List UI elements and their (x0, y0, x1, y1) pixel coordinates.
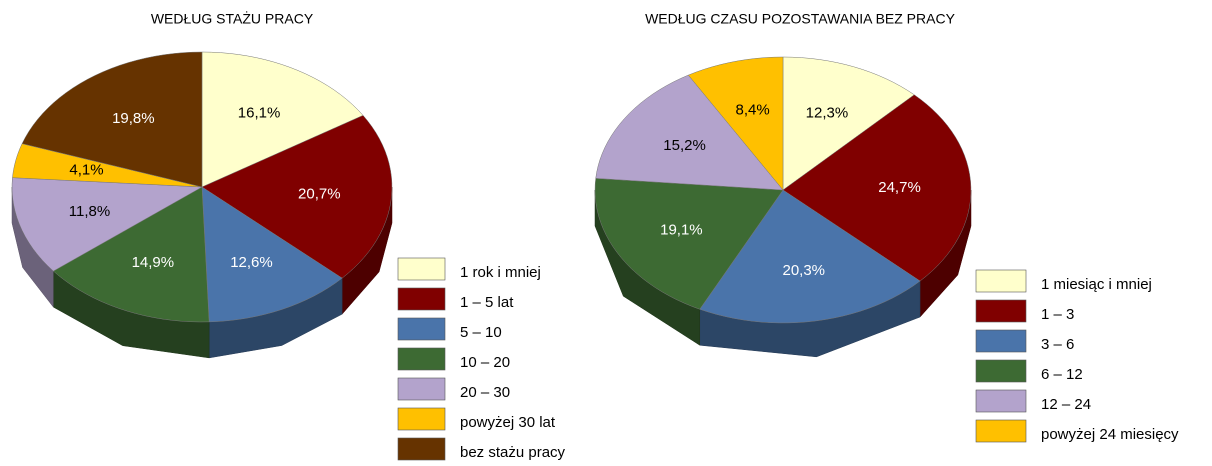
legend-swatch (975, 389, 1027, 413)
legend-label: 20 – 30 (460, 384, 510, 401)
legend-swatch (397, 347, 446, 371)
legend-label: powyżej 30 lat (460, 414, 556, 431)
legend-label: 1 – 5 lat (460, 294, 514, 311)
legend-label: 1 – 3 (1041, 306, 1074, 323)
slice (782, 94, 972, 282)
legend-swatch (397, 287, 446, 311)
chart-title: WEDŁUG CZASU POZOSTAWANIA BEZ PRACY (645, 11, 956, 27)
legend-swatch (975, 299, 1027, 323)
value-label: 14,9% (132, 254, 175, 271)
value-label: 12,6% (230, 254, 273, 271)
slice (782, 56, 915, 191)
value-label: 4,1% (69, 162, 103, 179)
legend-swatch (397, 407, 446, 431)
legend-swatch (397, 377, 446, 401)
legend-label: powyżej 24 miesięcy (1041, 426, 1179, 443)
legend-swatch (397, 317, 446, 341)
legend-label: 12 – 24 (1041, 396, 1091, 413)
legend-label: 1 rok i mniej (460, 264, 541, 281)
slice (201, 51, 364, 188)
legend-label: 5 – 10 (460, 324, 502, 341)
slice (11, 177, 203, 272)
slice (201, 115, 393, 279)
slice (687, 56, 784, 191)
value-label: 11,8% (69, 203, 110, 220)
legend-swatch (397, 257, 446, 281)
slice (595, 74, 784, 191)
legend-label: 10 – 20 (460, 354, 510, 371)
value-label: 8,4% (735, 101, 769, 118)
slice (594, 178, 784, 310)
legend-swatch (975, 269, 1027, 293)
legend-label: 6 – 12 (1041, 366, 1083, 383)
slice (52, 186, 210, 323)
value-label: 24,7% (878, 179, 921, 196)
legend-swatch (397, 437, 446, 461)
legend-swatch (975, 329, 1027, 353)
pie-tops (11, 51, 393, 323)
slice (21, 51, 203, 188)
value-label: 19,8% (112, 110, 155, 127)
slice (12, 143, 203, 188)
value-label: 19,1% (660, 221, 703, 238)
value-label: 12,3% (806, 105, 849, 122)
pie-tops (594, 56, 972, 324)
value-label: 16,1% (238, 105, 281, 122)
value-label: 15,2% (663, 137, 706, 154)
legend-label: bez stażu pracy (460, 444, 566, 461)
legend-swatch (975, 419, 1027, 443)
legend-swatch (975, 359, 1027, 383)
chart-title: WEDŁUG STAŻU PRACY (151, 10, 314, 27)
value-label: 20,7% (298, 186, 341, 203)
slice (201, 186, 343, 323)
legend-label: 3 – 6 (1041, 336, 1074, 353)
legend-label: 1 miesiąc i mniej (1041, 276, 1152, 293)
slice (699, 189, 921, 324)
value-label: 20,3% (782, 262, 825, 279)
